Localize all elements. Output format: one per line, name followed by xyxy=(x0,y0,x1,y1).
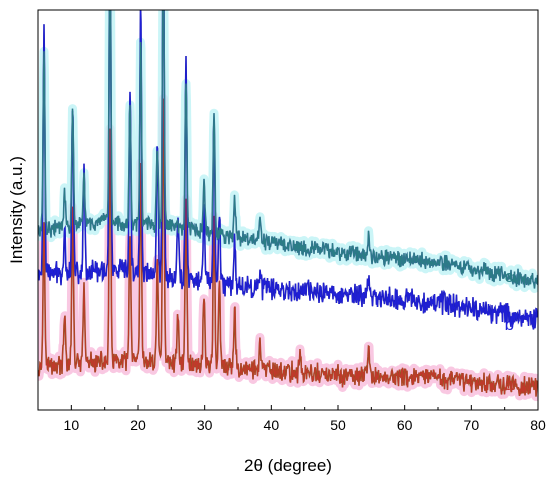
x-tick-label: 60 xyxy=(397,417,413,433)
x-tick-label: 50 xyxy=(330,417,346,433)
series-line-b xyxy=(38,10,538,330)
x-tick-label: 10 xyxy=(64,417,80,433)
plot-frame xyxy=(37,9,539,411)
x-tick-label: 20 xyxy=(130,417,146,433)
series-label-a: a xyxy=(505,375,515,394)
series-lines xyxy=(38,10,538,397)
x-axis-title: 2θ (degree) xyxy=(244,456,332,475)
x-axis-ticks: 10 20 30 40 50 60 70 80 xyxy=(37,405,546,433)
series-line-a xyxy=(38,98,538,397)
x-tick-label: 70 xyxy=(464,417,480,433)
x-tick-label: 40 xyxy=(264,417,280,433)
series-labels: a b c xyxy=(505,267,515,394)
series-label-b: b xyxy=(505,315,514,334)
y-axis-title: Intensity (a.u.) xyxy=(7,156,26,264)
series-line-c xyxy=(38,10,538,289)
series-bands xyxy=(38,10,538,402)
series-label-c: c xyxy=(505,267,514,286)
x-tick-label: 30 xyxy=(197,417,213,433)
x-tick-label: 80 xyxy=(530,417,546,433)
